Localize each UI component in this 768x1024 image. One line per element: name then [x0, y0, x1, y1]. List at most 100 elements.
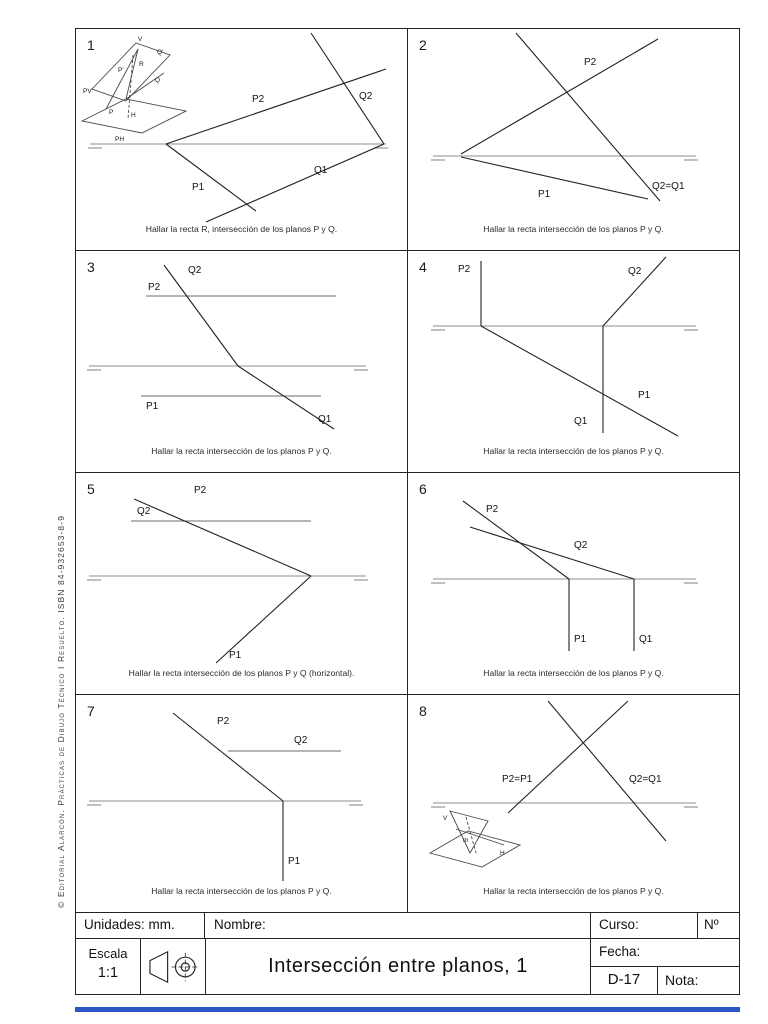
- course-label: Curso:: [599, 917, 639, 932]
- units-cell: Unidades: mm.: [75, 912, 205, 939]
- exercise-panel-1: PV P' V Q' R Q P H PH P2 Q2 P1 Q1: [75, 28, 408, 251]
- exercise-1-drawing: PV P' V Q' R Q P H PH P2 Q2 P1 Q1: [80, 32, 388, 223]
- ground-line: [431, 325, 698, 331]
- trace-label-p2: P2: [148, 282, 161, 293]
- scale-label: Escala: [88, 946, 128, 961]
- trace-label-p2: P2: [217, 716, 230, 727]
- exercise-caption: Hallar la recta intersección de los plan…: [483, 668, 664, 678]
- exercise-caption: Hallar la recta intersección de los plan…: [151, 446, 332, 456]
- projection-symbol-cell: [140, 938, 206, 995]
- pictorial-sketch: [428, 810, 522, 868]
- plane-traces: [172, 712, 284, 881]
- sketch-label-pv: PV: [83, 88, 92, 95]
- exercise-number: 2: [419, 37, 427, 53]
- sketch-label-v: V: [138, 36, 143, 43]
- trace-label-p2: P2: [486, 504, 499, 515]
- trace-label-q1: Q1: [314, 165, 328, 176]
- plane-traces: [480, 256, 679, 437]
- scale-cell: Escala 1:1: [75, 938, 141, 995]
- exercise-4-drawing: P2 Q2 P1 Q1: [431, 256, 698, 437]
- trace-label-p2: P2: [252, 94, 265, 105]
- exercise-panel-7: P2 Q2 P1 7 Hallar la recta intersección …: [75, 694, 408, 913]
- trace-label-q2: Q2: [574, 540, 588, 551]
- plane-traces: [163, 264, 335, 430]
- exercise-panel-3: Q2 P2 P1 Q1 3 Hallar la recta intersecci…: [75, 250, 408, 473]
- trace-label-q2: Q2: [359, 91, 373, 102]
- plane-traces: [165, 32, 387, 223]
- exercise-6-drawing: P2 Q2 P1 Q1: [431, 500, 698, 651]
- exercise-panel-2: P2 Q2=Q1 P1 2 Hallar la recta intersecci…: [407, 28, 740, 251]
- horizontal-traces: [141, 295, 336, 397]
- trace-label-q2: Q2: [137, 506, 151, 517]
- trace-label-q1: Q1: [318, 414, 332, 425]
- exercise-5-drawing: P2 Q2 P1: [87, 485, 368, 664]
- exercise-number: 6: [419, 481, 427, 497]
- exercise-panel-5: P2 Q2 P1 5 Hallar la recta intersección …: [75, 472, 408, 695]
- trace-label-p1: P1: [538, 189, 551, 200]
- trace-label-q2: Q2: [188, 265, 202, 276]
- trace-label-q1: Q1: [639, 634, 653, 645]
- trace-label-q2: Q2: [628, 266, 642, 277]
- sheet-code-cell: D-17: [590, 966, 658, 995]
- sketch-label-v: V: [443, 815, 448, 822]
- plane-traces: [462, 500, 635, 651]
- exercise-caption: Hallar la recta intersección de los plan…: [483, 224, 664, 234]
- first-angle-projection-icon: [148, 950, 199, 984]
- exercise-caption: Hallar la recta intersección de los plan…: [483, 446, 664, 456]
- trace-label-q2: Q2: [294, 735, 308, 746]
- sheet-title-cell: Intersección entre planos, 1: [205, 938, 591, 995]
- course-cell: Curso:: [590, 912, 698, 939]
- ground-line: [431, 802, 698, 808]
- ground-line: [431, 155, 698, 161]
- trace-label-p2: P2: [458, 264, 471, 275]
- sketch-label-m: m: [463, 837, 468, 844]
- trace-label-p1: P1: [229, 650, 242, 661]
- exercise-caption: Hallar la recta intersección de los plan…: [128, 668, 355, 678]
- exercise-number: 8: [419, 703, 427, 719]
- sketch-label-ph: PH: [115, 136, 124, 143]
- trace-label-p1: P1: [574, 634, 587, 645]
- trace-label-p1: P1: [288, 856, 301, 867]
- trace-label-q1: Q1: [574, 416, 588, 427]
- name-label: Nombre:: [214, 917, 266, 932]
- trace-label-p1: P1: [638, 390, 651, 401]
- trace-label-p2: P2: [584, 57, 597, 68]
- plane-traces: [460, 32, 661, 202]
- trace-label-p2p1: P2=P1: [502, 774, 533, 785]
- exercise-panel-6: P2 Q2 P1 Q1 6 Hallar la recta intersecci…: [407, 472, 740, 695]
- trace-label-p1: P1: [146, 401, 159, 412]
- sketch-label-p: P: [109, 109, 113, 116]
- sketch-label-q-prime: Q': [157, 49, 163, 56]
- exercise-caption: Hallar la recta R, intersección de los p…: [145, 224, 338, 234]
- exercise-number: 1: [87, 37, 95, 53]
- ground-line: [87, 575, 368, 581]
- sketch-label-h: H: [500, 850, 505, 857]
- trace-label-q2q1: Q2=Q1: [629, 774, 662, 785]
- plane-traces: [133, 498, 312, 664]
- exercise-7-drawing: P2 Q2 P1: [87, 712, 363, 881]
- exercise-number: 5: [87, 481, 95, 497]
- exercise-panel-8: P2=P1 Q2=Q1 V m H 8 Hallar la recta inte…: [407, 694, 740, 913]
- sheet-number-cell: Nº: [697, 912, 740, 939]
- trace-label-p1: P1: [192, 182, 205, 193]
- exercise-8-drawing: P2=P1 Q2=Q1 V m H: [428, 700, 698, 868]
- exercise-number: 3: [87, 259, 95, 275]
- note-label: Nota:: [665, 972, 699, 988]
- note-cell: Nota:: [657, 966, 740, 995]
- ground-line: [87, 800, 363, 806]
- sheet-title: Intersección entre planos, 1: [268, 955, 528, 977]
- ground-line: [88, 143, 388, 149]
- sketch-label-q: Q: [155, 77, 160, 84]
- sketch-label-p-prime: P': [118, 67, 124, 74]
- trace-label-q2q1: Q2=Q1: [652, 181, 685, 192]
- bottom-blue-line: [75, 1007, 740, 1012]
- copyright-sidebar: © Editorial Alarcón. Prácticas de Dibujo…: [56, 514, 66, 908]
- pictorial-sketch: [80, 42, 188, 134]
- exercise-3-drawing: Q2 P2 P1 Q1: [87, 264, 368, 430]
- sketch-label-r: R: [139, 61, 144, 68]
- exercise-caption: Hallar la recta intersección de los plan…: [483, 886, 664, 896]
- name-cell: Nombre:: [204, 912, 591, 939]
- exercise-2-drawing: P2 Q2=Q1 P1: [431, 32, 698, 202]
- scale-value: 1:1: [97, 965, 119, 981]
